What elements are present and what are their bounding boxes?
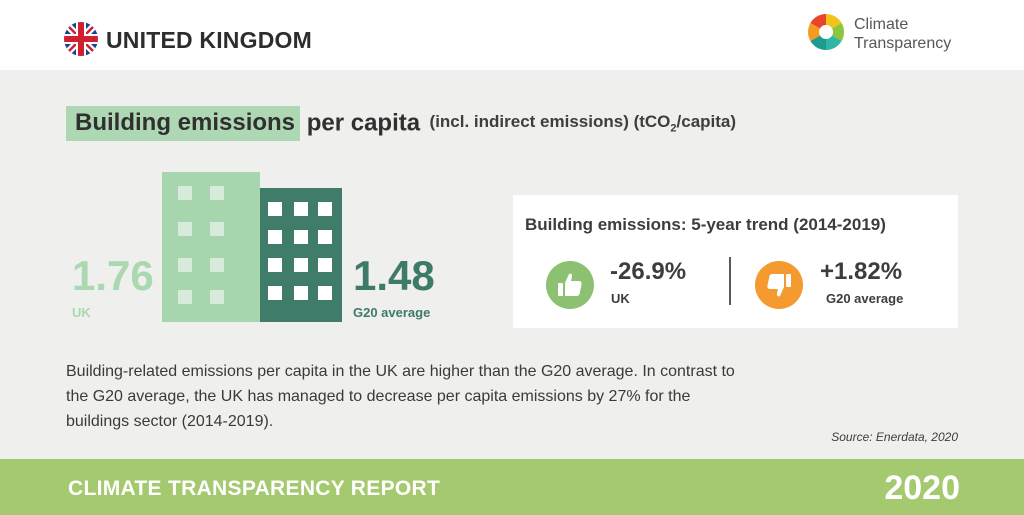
window: [210, 290, 224, 304]
source-note: Source: Enerdata, 2020: [831, 430, 958, 444]
g20-building-icon: [260, 188, 342, 322]
window: [294, 202, 308, 216]
thumbs-down-icon: [755, 261, 803, 309]
uk-building-icon: [162, 172, 260, 322]
window: [210, 258, 224, 272]
divider: [729, 257, 731, 305]
window: [178, 186, 192, 200]
climate-transparency-logo: [807, 13, 845, 51]
window: [318, 258, 332, 272]
window: [178, 290, 192, 304]
window: [318, 202, 332, 216]
uk-emissions-label: UK: [72, 305, 91, 320]
title-unit-sub: 2: [670, 122, 677, 135]
window: [294, 230, 308, 244]
footer-year: 2020: [884, 469, 960, 507]
window: [268, 286, 282, 300]
g20-emissions-label: G20 average: [353, 305, 431, 320]
header: UNITED KINGDOM Climate Transparency: [0, 0, 1024, 70]
page-title: Building emissions per capita (incl. ind…: [66, 106, 736, 142]
window: [210, 186, 224, 200]
title-highlight: Building emissions: [66, 106, 301, 141]
window: [294, 286, 308, 300]
logo-text: Climate Transparency: [854, 15, 951, 53]
uk-trend-value: -26.9%: [610, 258, 687, 285]
window: [294, 258, 308, 272]
logo-line-2: Transparency: [854, 35, 952, 52]
g20-trend-label: G20 average: [826, 291, 904, 306]
window: [318, 286, 332, 300]
window: [178, 222, 192, 236]
window: [268, 230, 282, 244]
country-name: UNITED KINGDOM: [106, 27, 312, 53]
window: [210, 222, 224, 236]
uk-trend-label: UK: [611, 291, 630, 306]
g20-trend-value: +1.82%: [820, 258, 903, 285]
title-unit: (incl. indirect emissions) (tCO2/capita): [429, 112, 737, 134]
footer: CLIMATE TRANSPARENCY REPORT 2020: [0, 459, 1024, 515]
title-unit-suffix: /capita): [676, 112, 737, 132]
window: [268, 258, 282, 272]
g20-emissions-value: 1.48: [353, 252, 435, 299]
thumbs-up-icon: [546, 261, 594, 309]
trend-panel: Building emissions: 5-year trend (2014-2…: [513, 195, 958, 328]
logo-line-1: Climate: [854, 16, 909, 33]
window: [268, 202, 282, 216]
title-unit-prefix: (incl. indirect emissions) (tCO: [429, 112, 671, 132]
uk-emissions-value: 1.76: [72, 252, 154, 299]
window: [318, 230, 332, 244]
trend-title: Building emissions: 5-year trend (2014-2…: [525, 215, 886, 234]
title-rest: per capita: [300, 109, 421, 137]
window: [178, 258, 192, 272]
uk-flag-icon: [64, 22, 98, 56]
footer-title: CLIMATE TRANSPARENCY REPORT: [68, 477, 441, 500]
description: Building-related emissions per capita in…: [66, 363, 735, 430]
